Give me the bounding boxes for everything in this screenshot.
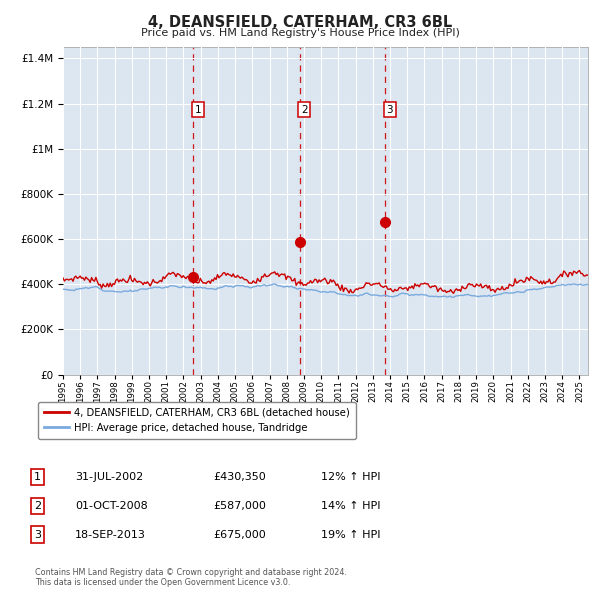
Text: 01-OCT-2008: 01-OCT-2008 (75, 501, 148, 510)
Text: 4, DEANSFIELD, CATERHAM, CR3 6BL: 4, DEANSFIELD, CATERHAM, CR3 6BL (148, 15, 452, 30)
Text: 2: 2 (34, 501, 41, 510)
Text: 31-JUL-2002: 31-JUL-2002 (75, 472, 143, 481)
Text: 3: 3 (34, 530, 41, 539)
Text: Price paid vs. HM Land Registry's House Price Index (HPI): Price paid vs. HM Land Registry's House … (140, 28, 460, 38)
Legend: 4, DEANSFIELD, CATERHAM, CR3 6BL (detached house), HPI: Average price, detached : 4, DEANSFIELD, CATERHAM, CR3 6BL (detach… (38, 402, 356, 438)
Text: £675,000: £675,000 (213, 530, 266, 539)
Text: £430,350: £430,350 (213, 472, 266, 481)
Text: 1: 1 (195, 105, 202, 115)
Text: 19% ↑ HPI: 19% ↑ HPI (321, 530, 380, 539)
Text: 3: 3 (386, 105, 393, 115)
Text: Contains HM Land Registry data © Crown copyright and database right 2024.
This d: Contains HM Land Registry data © Crown c… (35, 568, 347, 587)
Text: £587,000: £587,000 (213, 501, 266, 510)
Text: 18-SEP-2013: 18-SEP-2013 (75, 530, 146, 539)
Text: 2: 2 (301, 105, 308, 115)
Text: 1: 1 (34, 472, 41, 481)
Text: 12% ↑ HPI: 12% ↑ HPI (321, 472, 380, 481)
Text: 14% ↑ HPI: 14% ↑ HPI (321, 501, 380, 510)
